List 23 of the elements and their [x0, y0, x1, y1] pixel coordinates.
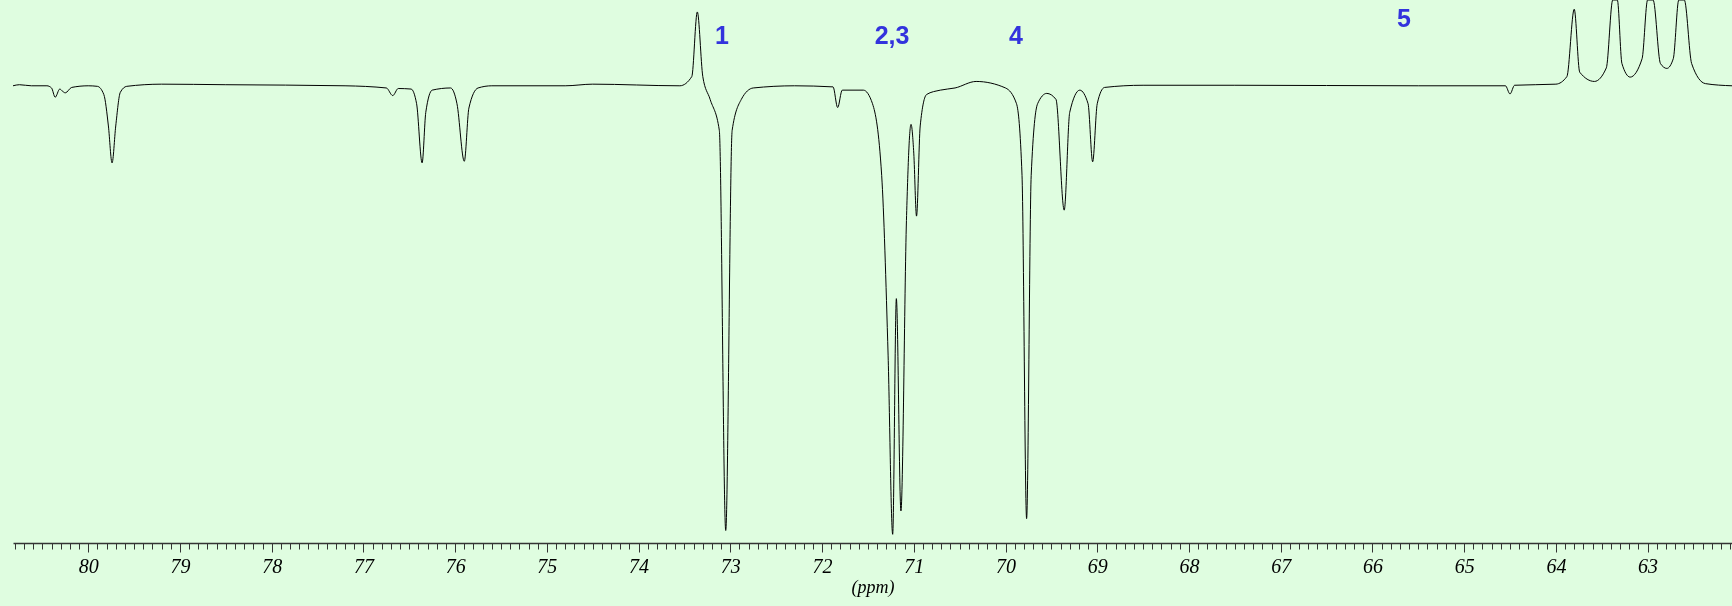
x-tick-label: 74 [629, 554, 650, 577]
annotation: 5 [1397, 4, 1412, 32]
x-tick-label: 64 [1546, 554, 1567, 577]
x-tick-label: 65 [1454, 554, 1475, 577]
x-tick-label: 78 [262, 554, 283, 577]
annotation: 1 [715, 21, 730, 49]
x-tick-label: 72 [812, 554, 833, 577]
x-tick-label: 69 [1087, 554, 1108, 577]
x-tick-label: 68 [1179, 554, 1200, 577]
x-axis-title: (ppm) [851, 576, 895, 598]
x-tick-label: 76 [445, 554, 466, 577]
x-tick-label: 66 [1362, 554, 1383, 577]
x-tick-label: 79 [170, 554, 191, 577]
annotation: 4 [1009, 21, 1024, 49]
x-tick-label: 75 [537, 554, 558, 577]
x-tick-label: 70 [996, 554, 1017, 577]
x-tick-label: 71 [904, 554, 925, 577]
x-tick-label: 77 [353, 554, 375, 577]
annotation: 2,3 [874, 21, 910, 49]
x-tick-label: 80 [78, 554, 99, 577]
x-tick-label: 67 [1271, 554, 1293, 577]
x-tick-label: 73 [720, 554, 741, 577]
x-tick-label: 63 [1638, 554, 1659, 577]
